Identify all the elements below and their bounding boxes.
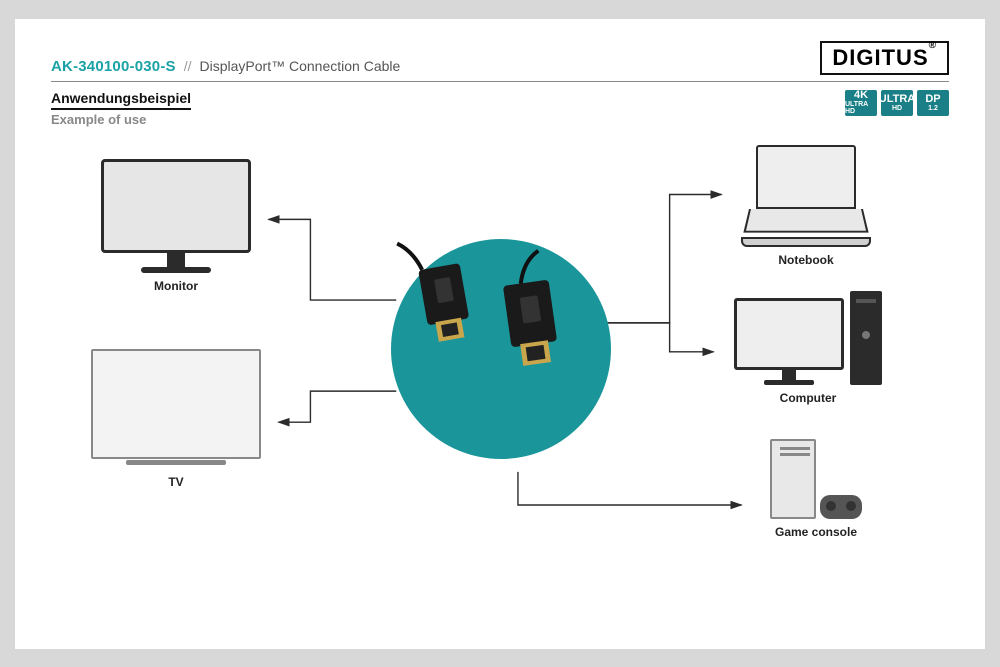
product-sku: AK-340100-030-S (51, 58, 176, 75)
badge-4k: 4K ULTRA HD (845, 90, 877, 116)
subtitle-de: Anwendungsbeispiel (51, 90, 191, 110)
product-infographic-page: AK-340100-030-S // DisplayPort™ Connecti… (15, 19, 985, 649)
badge-small: ULTRA HD (845, 101, 877, 115)
subheader: Anwendungsbeispiel Example of use 4K ULT… (51, 90, 949, 127)
device-game-console: Game console (751, 439, 881, 539)
device-label: Notebook (731, 253, 881, 267)
badge-big: DP (925, 94, 940, 105)
badge-big: 4K (854, 90, 868, 101)
device-notebook: Notebook (731, 145, 881, 267)
badge-small: 1.2 (928, 105, 938, 112)
subtitle-en: Example of use (51, 112, 191, 127)
device-computer: Computer (723, 291, 893, 405)
feature-badges: 4K ULTRA HD ULTRA HD DP 1.2 (845, 90, 949, 116)
tv-icon (81, 349, 271, 459)
header: AK-340100-030-S // DisplayPort™ Connecti… (51, 41, 949, 82)
product-name: DisplayPort™ Connection Cable (200, 58, 401, 74)
usage-titles: Anwendungsbeispiel Example of use (51, 90, 191, 127)
notebook-icon (731, 145, 881, 247)
displayport-connectors-icon (391, 239, 611, 459)
brand-logo: DIGITUS® (820, 41, 949, 75)
badge-ultra-hd: ULTRA HD (881, 90, 913, 116)
title-area: AK-340100-030-S // DisplayPort™ Connecti… (51, 58, 400, 75)
device-label: Game console (751, 525, 881, 539)
badge-dp: DP 1.2 (917, 90, 949, 116)
separator: // (184, 58, 192, 74)
badge-small: HD (892, 105, 902, 112)
device-monitor: Monitor (91, 159, 261, 293)
registered-symbol: ® (929, 40, 937, 51)
connection-diagram: Monitor TV Notebook (51, 149, 949, 625)
game-console-icon (751, 439, 881, 519)
product-circle (391, 239, 611, 459)
computer-icon (723, 291, 893, 385)
device-tv: TV (81, 349, 271, 489)
brand-text: DIGITUS (832, 45, 928, 70)
device-label: Computer (723, 391, 893, 405)
device-label: TV (81, 475, 271, 489)
device-label: Monitor (91, 279, 261, 293)
monitor-icon (91, 159, 261, 273)
badge-big: ULTRA (879, 94, 915, 105)
